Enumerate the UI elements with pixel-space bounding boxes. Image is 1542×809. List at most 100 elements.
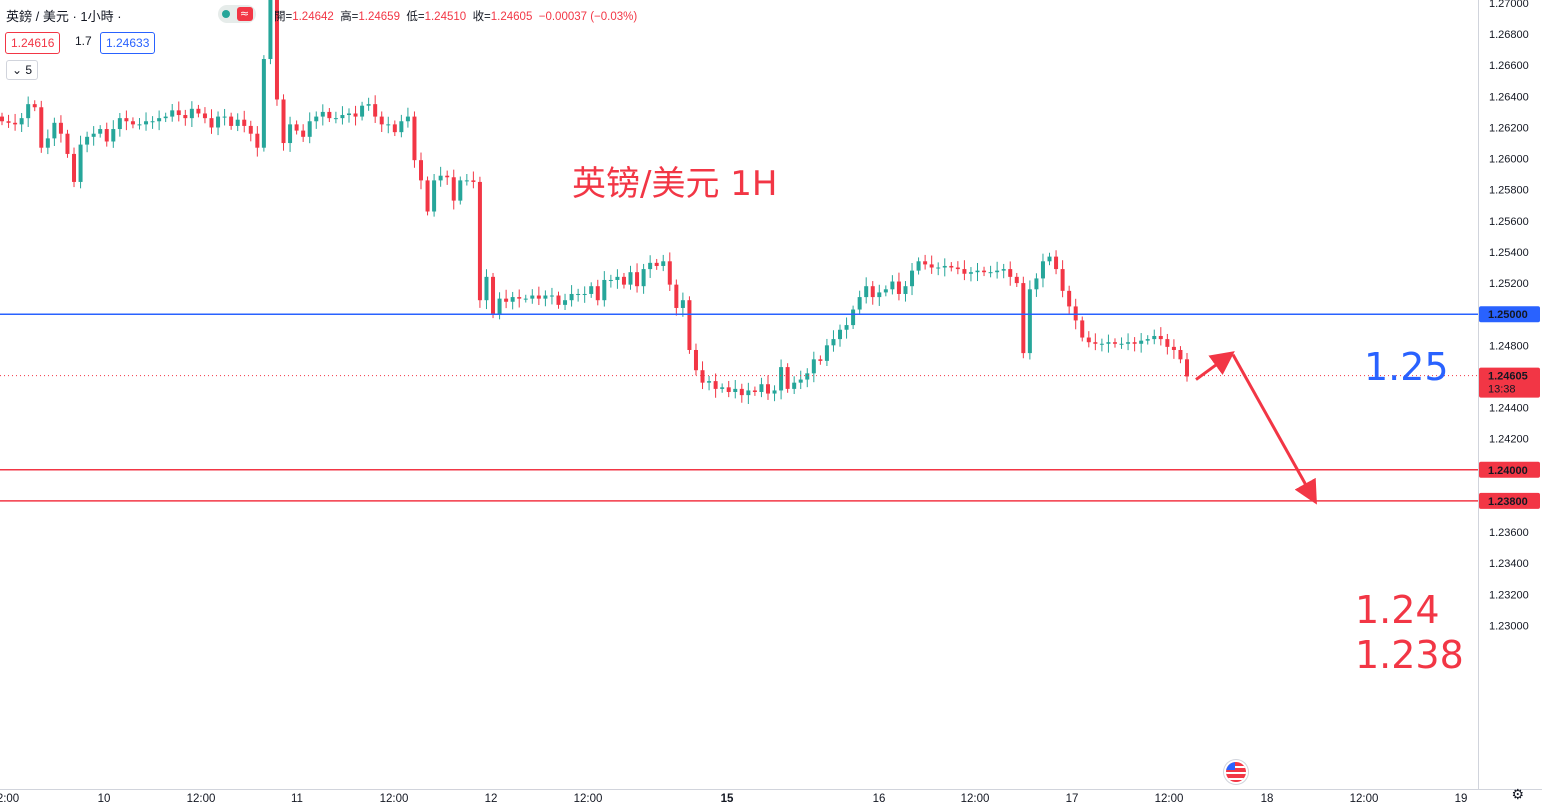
candle-body <box>1171 346 1176 350</box>
candle-body <box>451 177 456 201</box>
candle-body <box>811 359 816 374</box>
candle-body <box>1152 335 1157 340</box>
price-tick-label: 1.26600 <box>1489 60 1529 72</box>
candle-body <box>392 124 397 133</box>
candle-body <box>726 387 731 392</box>
candle-body <box>405 116 410 122</box>
status-toggle[interactable]: ≈ <box>218 5 256 23</box>
candle-body <box>635 272 640 287</box>
market-open-icon <box>221 10 230 18</box>
candle-body <box>301 130 306 137</box>
candle-body <box>124 118 129 122</box>
open-value: 1.24642 <box>292 11 334 23</box>
candle-body <box>327 111 332 119</box>
candle-body <box>117 118 122 130</box>
time-tick-label: 19 <box>1455 793 1468 805</box>
us-flag-icon[interactable] <box>1224 760 1248 784</box>
candle-body <box>621 276 626 285</box>
wave-icon: ≈ <box>236 7 253 21</box>
candle-body <box>700 370 705 383</box>
price-axis[interactable]: 1.27000 1.26800 1.26600 1.26400 1.26200 1.260… <box>1478 0 1542 789</box>
candle-body <box>458 180 463 201</box>
time-tick-label: 15 <box>721 793 734 805</box>
candle-body <box>58 122 63 134</box>
candle-body <box>163 116 168 119</box>
candle-body <box>949 265 954 268</box>
time-tick-label: 10 <box>98 793 111 805</box>
candle-body <box>569 293 574 301</box>
candle-body <box>661 261 666 266</box>
high-label: 高= <box>340 11 359 23</box>
time-tick-label: 16 <box>873 793 886 805</box>
candle-body <box>648 262 653 270</box>
candle-body <box>320 111 325 117</box>
candle-body <box>1099 343 1104 345</box>
candle-body <box>798 379 803 383</box>
candle-body <box>1047 256 1052 262</box>
candle-body <box>805 373 810 380</box>
candle-body <box>39 107 44 148</box>
time-tick-label: 17 <box>1066 793 1079 805</box>
price-level-tag <box>1479 492 1540 509</box>
candle-body <box>52 122 57 139</box>
time-tick-label: 2:00 <box>0 793 19 805</box>
gear-icon[interactable]: ⚙ <box>1511 786 1524 802</box>
candle-body <box>189 108 194 119</box>
candle-body <box>242 119 247 126</box>
candle-body <box>379 116 384 125</box>
candle-body <box>838 329 843 340</box>
candle-body <box>549 295 554 297</box>
projection-arrow-up[interactable] <box>1195 351 1235 381</box>
candle-body <box>333 118 338 120</box>
low-label: 低= <box>406 11 425 23</box>
ask-price-button[interactable]: 1.24633 <box>100 32 156 54</box>
bid-price-button[interactable]: 1.24616 <box>5 32 61 54</box>
candle-body <box>851 309 856 326</box>
level-125-annotation[interactable]: 1.25 <box>1364 345 1449 389</box>
candle-body <box>582 293 587 295</box>
spread-value: 1.7 <box>75 34 92 48</box>
candle-body <box>399 121 404 133</box>
projection-arrow[interactable] <box>1195 351 1317 505</box>
candle-body <box>857 297 862 310</box>
time-axis[interactable]: 2:00 10 12:00 11 12:00 12 12:00 15 16 12:00 17 12:0… <box>0 789 1542 806</box>
candle-body <box>176 110 181 116</box>
time-tick-label: 12:00 <box>574 793 603 805</box>
candle-body <box>615 276 620 280</box>
candle-body <box>1014 276 1019 284</box>
candle-body <box>32 104 37 108</box>
chart-title-annotation[interactable]: 英镑/美元 1H <box>572 164 777 204</box>
level-124-annotation[interactable]: 1.24 <box>1355 588 1440 632</box>
candle-body <box>929 264 934 268</box>
candle-body <box>98 129 103 134</box>
candle-body <box>13 122 18 125</box>
time-tick-label: 18 <box>1261 793 1274 805</box>
candle-body <box>137 124 142 126</box>
price-tick-label: 1.25600 <box>1489 216 1529 228</box>
candle-body <box>536 295 541 299</box>
last-price-tag <box>1479 367 1540 398</box>
candle-body <box>1126 342 1131 344</box>
candle-body <box>281 99 286 144</box>
candle-body <box>556 295 561 305</box>
projection-arrow-down[interactable] <box>1231 353 1317 505</box>
horizontal-lines[interactable] <box>0 313 1478 502</box>
annotations[interactable]: 英镑/美元 1H 1.25 1.241.238 <box>572 164 1464 677</box>
level-1238-annotation[interactable]: 1.238 <box>1355 633 1464 677</box>
candle-body <box>1027 289 1032 354</box>
indicator-toggle[interactable]: ⌄ 5 <box>6 60 39 80</box>
symbol-title[interactable]: 英鎊 / 美元 · 1小時 · <box>6 9 122 24</box>
candle-body <box>955 267 960 270</box>
candle-body <box>543 295 548 299</box>
price-level-label: 1.25000 <box>1488 309 1528 321</box>
candle-body <box>988 272 993 274</box>
candle-body <box>229 116 234 126</box>
time-tick-label: 11 <box>291 793 303 805</box>
candle-body <box>307 121 312 137</box>
candle-body <box>346 113 351 116</box>
candle-body <box>1112 342 1117 344</box>
candle-body <box>975 270 980 273</box>
candle-body <box>104 129 109 142</box>
candle-body <box>235 119 240 126</box>
